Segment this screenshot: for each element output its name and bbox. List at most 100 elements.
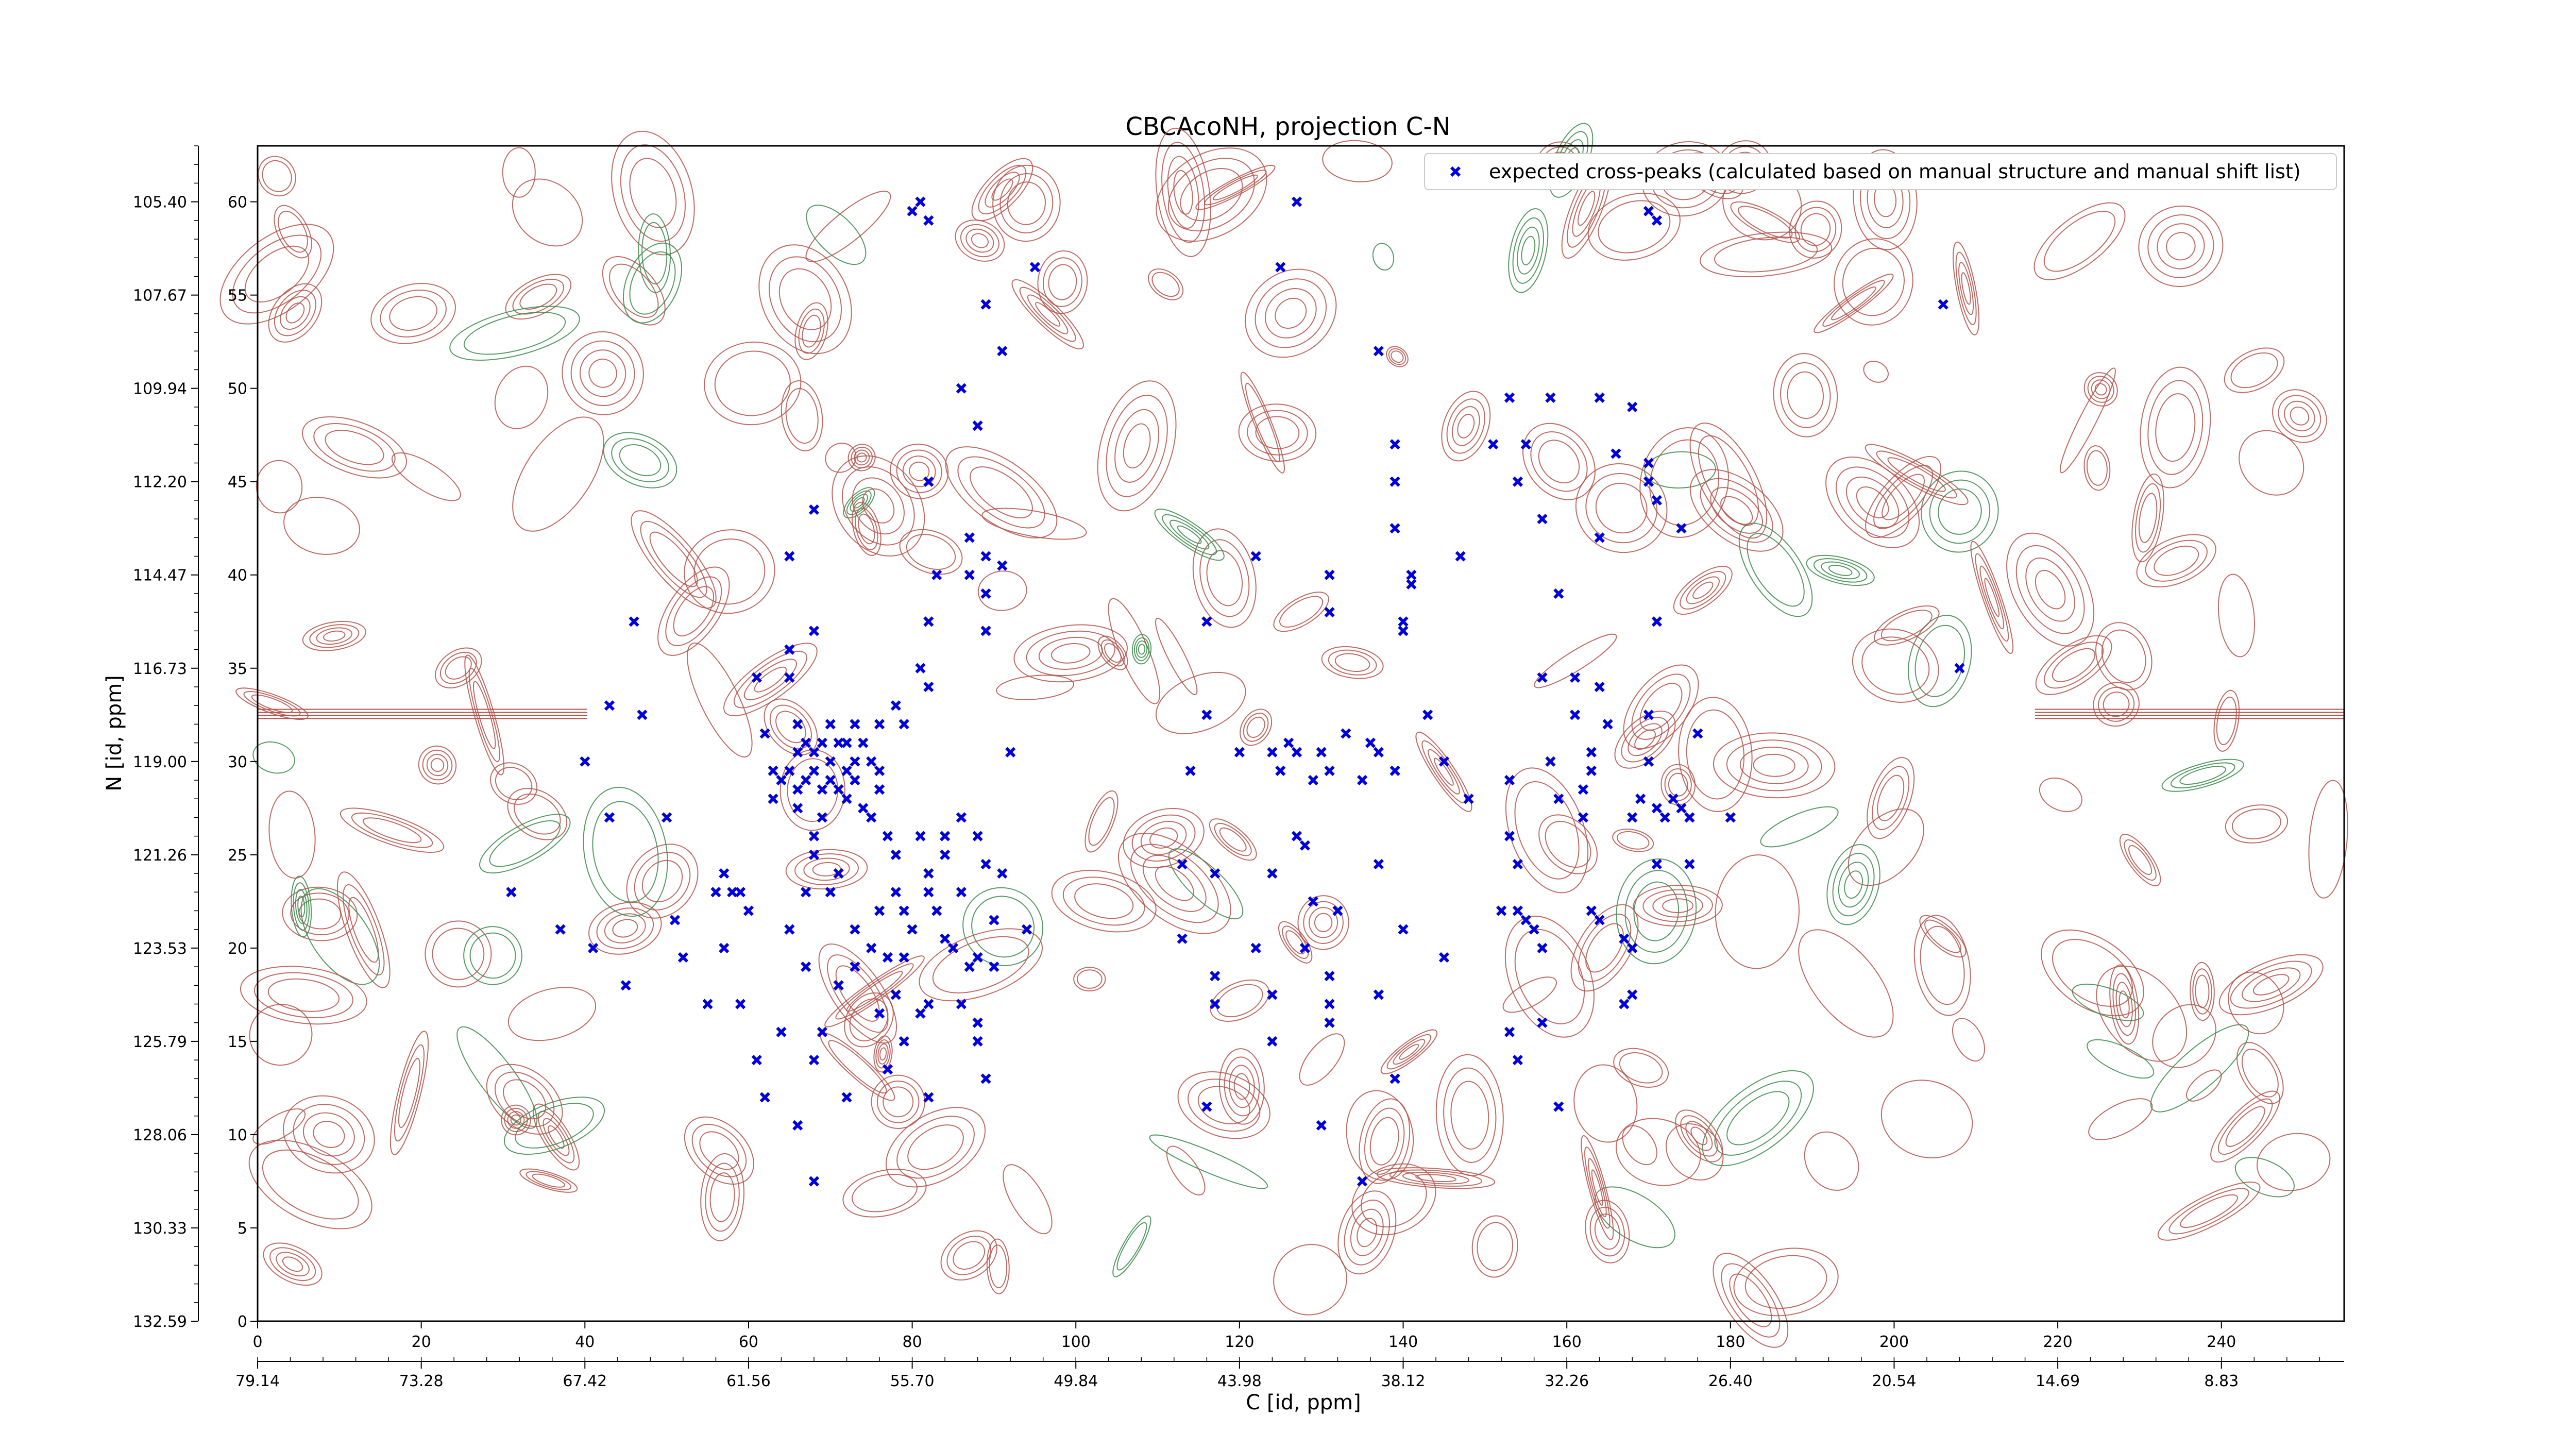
cross-peak-marker [506, 887, 517, 898]
cross-peak-marker [1324, 1017, 1335, 1028]
positive-contour [848, 444, 876, 471]
positive-contour [828, 1040, 887, 1094]
c-ppm-axis: 79.14 73.28 67.42 61.56 55.70 49.84 43.98 38.12… [235, 1357, 2344, 1390]
positive-contour [1441, 391, 1491, 462]
positive-contour [2154, 545, 2199, 576]
cross-peak-marker [1422, 710, 1433, 720]
positive-contour [1685, 1121, 1713, 1151]
cross-peak-marker [1545, 392, 1556, 403]
cross-peak-marker [915, 831, 926, 841]
positive-contour [1386, 1034, 1432, 1070]
negative-contour [1644, 451, 1716, 488]
positive-contour [1051, 870, 1157, 933]
contour-layer [219, 123, 2348, 1348]
cross-peak-marker [1021, 924, 1032, 935]
positive-contour [276, 1252, 310, 1277]
positive-contour [596, 907, 654, 949]
negative-contour [503, 1097, 605, 1155]
positive-contour [1662, 898, 1693, 914]
y-tick-label: 5 [238, 1220, 247, 1238]
positive-contour [2216, 696, 2237, 745]
positive-contour [1545, 820, 1591, 868]
cross-peak-marker [588, 942, 599, 953]
positive-contour [1391, 350, 1404, 363]
positive-contour [986, 1238, 1010, 1294]
positive-contour [812, 862, 841, 877]
positive-contour [1861, 636, 1930, 695]
positive-contour [1477, 1222, 1513, 1271]
positive-contour [1738, 206, 1793, 239]
n-ppm-axis: 132.59 130.33 128.06 125.79 123.53 121.26 119.… [133, 145, 199, 1331]
positive-contour [2224, 347, 2285, 393]
cross-peak-marker [980, 858, 991, 870]
cross-peak-marker [735, 887, 746, 898]
cross-peak-marker [1594, 532, 1605, 543]
cross-peak-marker [841, 1092, 852, 1103]
n-ppm-tick-label: 114.47 [133, 567, 187, 585]
cross-peak-marker [1291, 196, 1302, 207]
cross-peak-marker [1569, 710, 1581, 720]
cross-peak-marker [1357, 774, 1368, 786]
positive-contour [1007, 181, 1046, 225]
positive-contour [1721, 1263, 1781, 1338]
positive-contour [1726, 739, 1822, 791]
positive-contour [274, 205, 312, 259]
positive-contour [2083, 372, 2118, 407]
positive-contour [1713, 1253, 1789, 1348]
cross-peak-marker [841, 794, 852, 804]
negative-contour [463, 311, 566, 355]
cross-peak-marker [1201, 616, 1212, 627]
positive-contour [1842, 247, 1905, 316]
negative-contour [300, 888, 380, 985]
cross-peak-marker [866, 756, 877, 767]
negative-contour [1372, 243, 1395, 271]
cross-peak-marker [1324, 569, 1335, 580]
positive-contour [824, 955, 925, 1027]
negative-contour [1521, 235, 1536, 265]
positive-contour [1686, 709, 1744, 800]
positive-contour [743, 659, 797, 701]
cross-peak-marker [784, 672, 795, 683]
cross-peak-marker [1594, 915, 1605, 925]
cross-peak-marker [1308, 774, 1318, 786]
negative-contour [619, 444, 662, 477]
positive-contour [1633, 885, 1723, 927]
positive-contour [634, 852, 691, 911]
positive-contour [2166, 232, 2196, 261]
positive-contour [1570, 904, 1639, 992]
cross-peak-marker [1201, 710, 1212, 720]
positive-contour [293, 1104, 365, 1165]
y-tick-label: 0 [238, 1313, 247, 1331]
positive-contour [1123, 807, 1205, 868]
positive-contour [852, 502, 882, 556]
cross-peak-marker [1537, 514, 1548, 525]
positive-contour [877, 1043, 889, 1065]
cross-peak-marker [1438, 756, 1450, 767]
positive-contour [955, 220, 1005, 262]
positive-contour [849, 998, 889, 1042]
cross-peak-marker [1389, 765, 1400, 777]
cross-peak-marker [899, 952, 909, 963]
cross-peak-marker [1512, 1054, 1523, 1066]
negative-contour [293, 882, 310, 931]
negative-contour [252, 741, 295, 774]
positive-contour [1686, 576, 1720, 604]
positive-contour [2097, 686, 2135, 722]
cross-peak-marker [989, 961, 999, 972]
positive-contour [971, 158, 1033, 222]
positive-contour [1744, 1255, 1827, 1309]
positive-contour [985, 172, 1020, 208]
positive-contour [1678, 697, 1753, 812]
positive-contour [1856, 486, 1889, 518]
positive-contour [899, 529, 963, 575]
cross-peak-marker [1512, 905, 1523, 916]
positive-contour [1155, 127, 1211, 257]
positive-contour [1337, 1190, 1397, 1275]
positive-contour [629, 158, 677, 228]
positive-contour [514, 793, 561, 835]
positive-contour [852, 1174, 918, 1212]
c-ppm-tick-label: 20.54 [1872, 1372, 1917, 1390]
cross-peak-marker [923, 1092, 934, 1103]
cross-peak-marker [1578, 784, 1589, 795]
positive-contour [1446, 398, 1485, 454]
